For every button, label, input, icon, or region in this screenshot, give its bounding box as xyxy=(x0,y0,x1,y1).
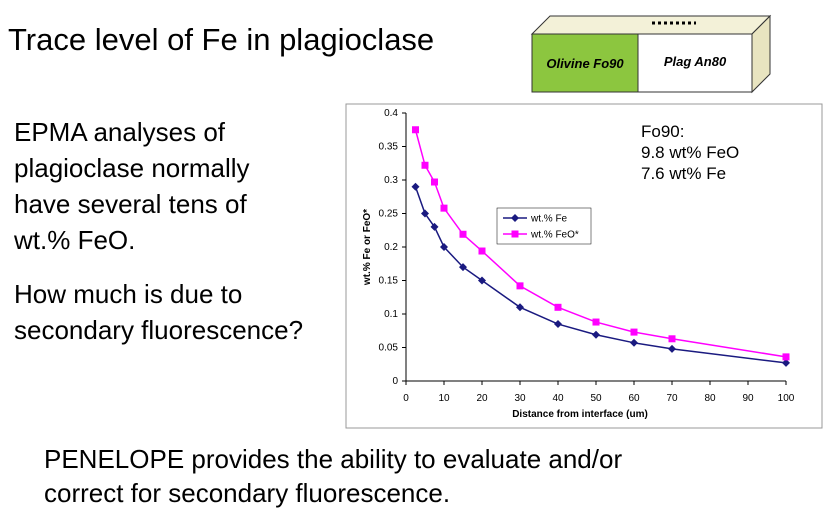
marker xyxy=(592,330,600,339)
marker xyxy=(630,328,638,336)
x-tick-label: 100 xyxy=(778,393,795,404)
x-tick-label: 90 xyxy=(742,393,754,404)
text-line: PENELOPE provides the ability to evaluat… xyxy=(44,444,623,474)
x-tick-label: 40 xyxy=(552,393,564,404)
marker xyxy=(459,230,467,238)
x-axis-label: Distance from interface (um) xyxy=(512,409,648,420)
chart-frame xyxy=(345,103,823,429)
annotation: 7.6 wt% Fe xyxy=(641,164,726,183)
marker xyxy=(516,303,524,312)
annotation: Fo90: xyxy=(641,122,684,141)
marker xyxy=(478,247,486,255)
marker xyxy=(421,209,429,218)
y-tick-label: 0.05 xyxy=(379,343,399,354)
marker xyxy=(782,358,790,367)
diagram-label: Olivine Fo90 xyxy=(546,56,624,71)
y-axis-label: wt.% Fe or FeO* xyxy=(362,209,373,286)
marker xyxy=(554,303,562,311)
marker xyxy=(516,282,524,290)
marker xyxy=(668,344,676,353)
y-tick-label: 0.15 xyxy=(379,276,399,287)
paragraph: EPMA analyses of plagioclase normally have… xyxy=(14,114,250,258)
x-tick-label: 50 xyxy=(590,393,602,404)
text-line: How much is due to xyxy=(14,279,243,309)
marker xyxy=(430,222,439,231)
marker xyxy=(431,178,438,186)
text-line: have several tens of xyxy=(14,189,247,219)
text-line: wt.% FeO. xyxy=(14,225,136,255)
diagram-label: Plag An80 xyxy=(664,54,727,69)
legend xyxy=(496,207,592,245)
box-diagram: Olivine Fo90 Plag An80 xyxy=(530,14,772,94)
y-tick-label: 0.35 xyxy=(379,142,399,153)
x-tick-label: 30 xyxy=(514,393,526,404)
marker xyxy=(668,335,676,343)
x-tick-label: 70 xyxy=(666,393,678,404)
marker xyxy=(630,338,638,347)
marker xyxy=(411,182,420,191)
marker xyxy=(554,320,562,329)
y-tick-label: 0.25 xyxy=(379,209,399,220)
marker xyxy=(478,276,486,285)
marker xyxy=(592,318,600,326)
y-tick-label: 0.3 xyxy=(384,175,398,186)
text-line: plagioclase normally xyxy=(14,153,250,183)
marker xyxy=(412,126,419,134)
marker xyxy=(421,161,429,169)
slide-title: Trace level of Fe in plagioclase xyxy=(8,22,435,57)
marker xyxy=(440,243,448,251)
marker xyxy=(782,353,790,361)
x-tick-label: 60 xyxy=(628,393,640,404)
x-tick-label: 0 xyxy=(403,393,409,404)
legend-marker xyxy=(511,230,519,238)
x-tick-label: 20 xyxy=(476,393,488,404)
x-tick-label: 80 xyxy=(704,393,716,404)
legend-marker xyxy=(511,214,519,222)
y-tick-label: 0.1 xyxy=(384,309,398,320)
marker xyxy=(459,263,467,272)
text-line: EPMA analyses of xyxy=(14,117,225,147)
text-line: correct for secondary fluorescence. xyxy=(44,478,451,508)
paragraph: PENELOPE provides the ability to evaluat… xyxy=(44,442,622,510)
legend-label: wt.% FeO* xyxy=(530,230,579,241)
text-line: secondary fluorescence? xyxy=(14,315,304,345)
y-tick-label: 0.4 xyxy=(384,108,398,119)
y-tick-label: 0 xyxy=(392,376,398,387)
legend-label: wt.% Fe xyxy=(530,214,568,225)
x-tick-label: 10 xyxy=(438,393,450,404)
marker xyxy=(440,204,448,212)
annotation: 9.8 wt% FeO xyxy=(641,143,739,162)
y-tick-label: 0.2 xyxy=(384,242,398,253)
paragraph: How much is due to secondary fluorescence… xyxy=(14,276,303,348)
